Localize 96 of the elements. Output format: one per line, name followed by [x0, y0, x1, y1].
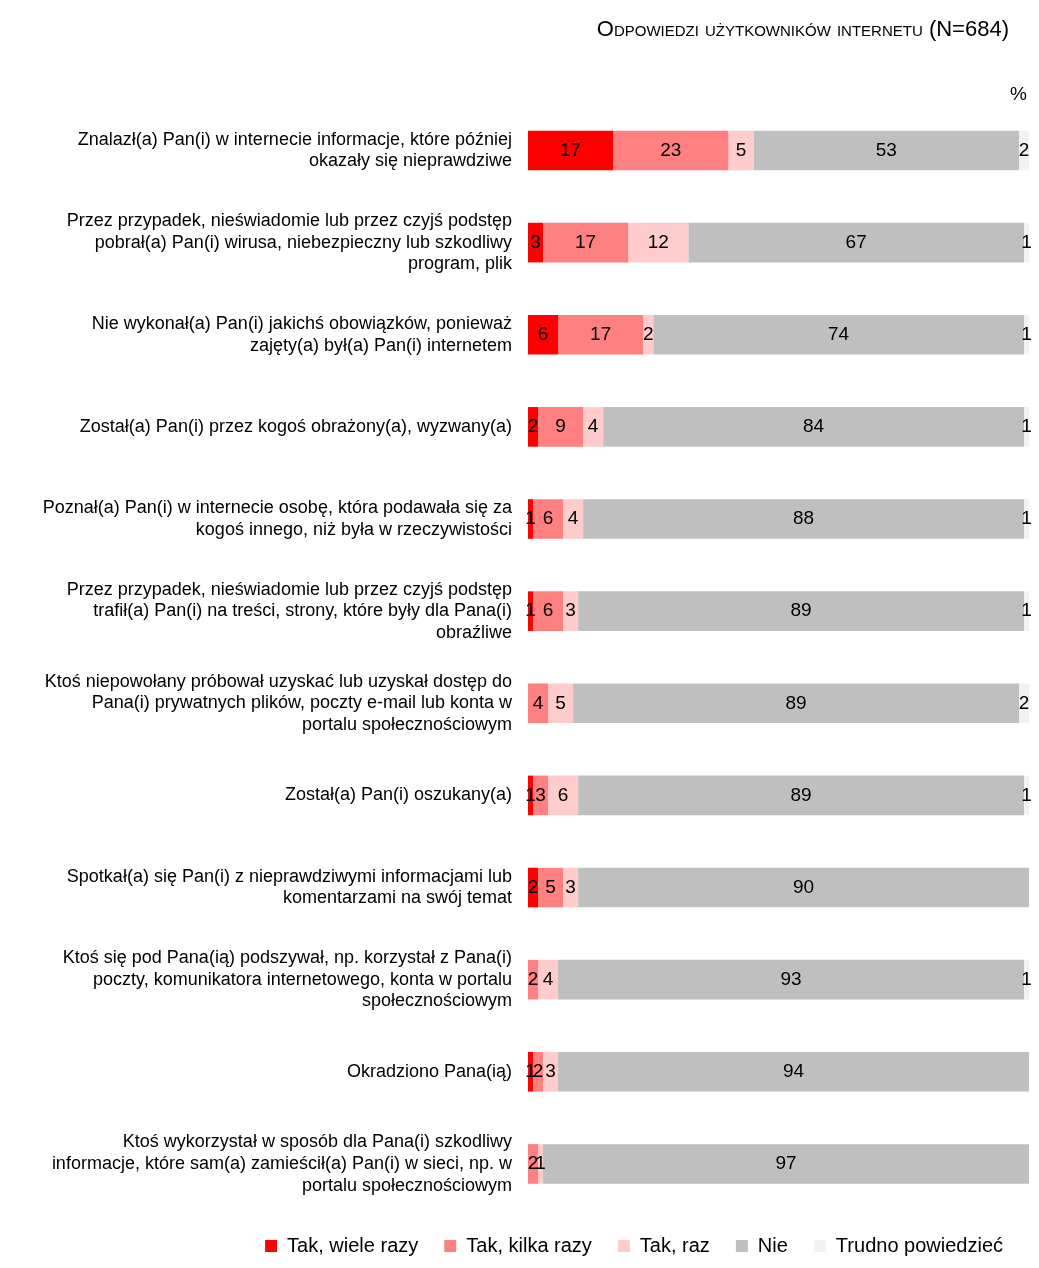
data-label: 17 — [560, 138, 582, 160]
data-label: 23 — [660, 138, 682, 160]
bar — [543, 222, 629, 263]
data-label: 2 — [527, 1152, 539, 1174]
y-tick-label: Spotkał(a) się Pan(i) z nieprawdziwymi informacjami lub komentarzami na swój temat — [66, 865, 512, 908]
legend-label: Nie — [757, 1233, 788, 1256]
bar — [573, 683, 1019, 724]
bar — [538, 407, 584, 447]
legend-label: Trudno powiedzieć — [835, 1233, 1004, 1256]
y-tick-label: Został(a) Pan(i) oszukany(a) — [284, 784, 512, 805]
annotation: % — [1010, 82, 1028, 104]
y-tick-label: Poznał(a) Pan(i) w internecie osobę, która podawała się za kogoś innego, niż była w rzeczywistości — [42, 497, 513, 539]
data-label: 53 — [875, 138, 897, 160]
legend-label: Tak, raz — [639, 1233, 710, 1256]
bar — [628, 222, 689, 263]
bar — [528, 683, 549, 724]
y-tick-label: Został(a) Pan(i) przez kogoś obrażony(a), wyzwany(a) — [79, 415, 512, 436]
data-label: 4 — [587, 415, 599, 437]
bar — [583, 407, 604, 447]
bar — [578, 867, 1029, 908]
bar — [528, 130, 614, 171]
chart-title: Odpowiedzi użytkowników internetu (N=684) — [595, 15, 1010, 43]
data-label: 67 — [845, 230, 867, 252]
data-label: 1 — [1021, 967, 1032, 989]
bar — [533, 591, 564, 631]
data-label: 1 — [1021, 322, 1032, 344]
y-tick-label: Ktoś się pod Pana(ią) podszywał, np. korzystał z Pana(i) poczty, komunikatora internetowego, konta w portalu społecznościowym — [62, 947, 512, 1011]
bar — [578, 591, 1024, 631]
legend-label: Tak, kilka razy — [466, 1233, 592, 1256]
data-label: 2 — [527, 415, 539, 437]
data-label: 93 — [780, 967, 802, 989]
data-label: 3 — [545, 1060, 556, 1082]
data-label: 1 — [1021, 783, 1032, 805]
bar — [543, 1144, 1029, 1184]
data-label: 89 — [785, 691, 807, 713]
bar — [548, 775, 579, 816]
data-label: 3 — [535, 783, 546, 805]
bar — [688, 222, 1024, 263]
data-label: 94 — [782, 1060, 805, 1082]
data-label: 84 — [803, 415, 825, 437]
y-tick-label: Ktoś niepowołany próbował uzyskać lub uzyskał dostęp do Pana(i) prywatnych plików, poczty e-mail lub konta w portalu społecznościowym — [44, 670, 513, 734]
data-label: 6 — [542, 507, 554, 529]
data-label: 97 — [775, 1152, 797, 1174]
y-tick-label: Ktoś wykorzystał w sposób dla Pana(i) szkodliwy informacje, które sam(a) zamieścił(a) Pan(i) w sieci, np. w portalu społecznościowym — [51, 1131, 513, 1195]
legend-label: Tak, wiele razy — [287, 1233, 419, 1256]
data-label: 17 — [575, 230, 597, 252]
data-label: 74 — [828, 322, 850, 344]
y-tick-label: Okradziono Pana(ią) — [346, 1060, 512, 1081]
bar — [563, 499, 584, 539]
data-label: 17 — [590, 322, 612, 344]
data-label: 4 — [542, 967, 554, 989]
bar — [538, 959, 559, 1000]
data-label: 1 — [1021, 599, 1032, 621]
data-label: 3 — [565, 875, 576, 897]
bar — [583, 499, 1024, 539]
data-label: 5 — [735, 138, 747, 160]
bar — [528, 314, 559, 355]
data-label: 2 — [527, 875, 539, 897]
data-label: 9 — [555, 415, 566, 437]
bar — [578, 775, 1024, 816]
bar — [538, 867, 564, 908]
data-label: 5 — [555, 691, 566, 713]
bar — [558, 1051, 1029, 1092]
data-label: 2 — [642, 322, 654, 344]
data-label: 5 — [545, 875, 556, 897]
data-label: 1 — [1021, 230, 1032, 252]
y-tick-label: Znalazł(a) Pan(i) w internecie informacje, które później okazały się nieprawdziwe — [77, 128, 512, 171]
data-label: 6 — [542, 599, 554, 621]
data-label: 3 — [530, 230, 541, 252]
y-tick-label: Nie wykonał(a) Pan(i) jakichś obowiązków, ponieważ zajęty(a) był(a) Pan(i) internetem — [91, 312, 512, 355]
bar — [533, 499, 564, 539]
data-label: 6 — [537, 322, 549, 344]
bar — [603, 407, 1024, 447]
data-label: 2 — [1018, 138, 1030, 160]
data-label: 4 — [567, 507, 579, 529]
data-label: 12 — [647, 230, 669, 252]
data-label: 90 — [792, 875, 815, 897]
data-label: 4 — [532, 691, 544, 713]
bar — [613, 130, 729, 171]
bar — [753, 130, 1019, 171]
bar — [558, 959, 1024, 1000]
data-label: 6 — [557, 783, 569, 805]
data-label: 1 — [1021, 507, 1032, 529]
y-tick-label: Przez przypadek, nieświadomie lub przez czyjś podstęp trafił(a) Pan(i) na treści, strony, które były dla Pana(i) obraźliwe — [66, 578, 512, 642]
bar — [548, 683, 574, 724]
data-label: 2 — [527, 967, 539, 989]
bar — [653, 314, 1024, 355]
data-label: 89 — [790, 599, 812, 621]
data-label: 2 — [1018, 691, 1030, 713]
data-label: 3 — [565, 599, 576, 621]
bar — [558, 314, 644, 355]
bar — [728, 130, 754, 171]
data-label: 88 — [792, 507, 815, 529]
data-label: 89 — [790, 783, 812, 805]
y-tick-label: Przez przypadek, nieświadomie lub przez czyjś podstęp pobrał(a) Pan(i) wirusa, niebezpieczny lub szkodliwy program, plik — [66, 209, 513, 274]
data-label: 1 — [1021, 415, 1032, 437]
